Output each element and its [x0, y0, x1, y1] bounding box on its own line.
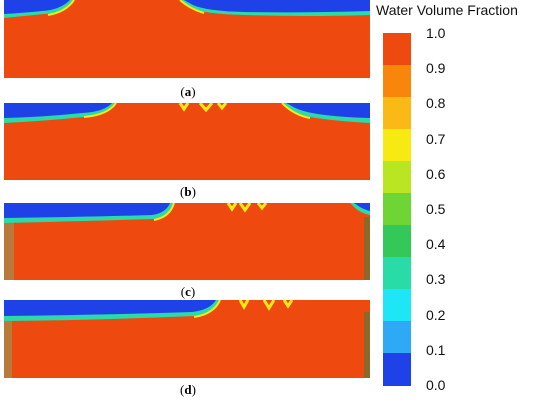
- colorbar-band: [383, 65, 411, 98]
- colorbar-band: [383, 33, 411, 66]
- colorbar-tick-label: 0.7: [426, 130, 446, 147]
- caption-a: (a): [180, 84, 196, 99]
- colorbar-tick-label: 0.1: [426, 341, 446, 358]
- colorbar-tick-label: 0.3: [426, 271, 446, 288]
- colorbar-band: [383, 97, 411, 130]
- panel-d-contour: [4, 300, 370, 378]
- colorbar-tick-label: 0.5: [426, 201, 446, 217]
- colorbar-band: [383, 225, 411, 258]
- colorbar-tick-label: 1.0: [426, 25, 446, 41]
- panel-a-contour: [4, 0, 370, 78]
- panel-c: [4, 203, 370, 280]
- colorbar-band: [383, 129, 411, 162]
- colorbar-tick-label: 0.6: [426, 165, 446, 182]
- colorbar-band: [383, 257, 411, 290]
- panel-b: [4, 103, 370, 180]
- colorbar-band: [383, 193, 411, 226]
- colorbar-tick-label: 0.9: [426, 60, 446, 77]
- colorbar-tick-label: 0.0: [426, 377, 446, 393]
- panel-d: [4, 300, 370, 378]
- colorbar: [383, 33, 411, 386]
- colorbar-tick-label: 0.4: [426, 236, 446, 253]
- caption-d: (d): [180, 382, 196, 397]
- panel-a: [4, 0, 370, 78]
- colorbar-band: [383, 353, 411, 386]
- colorbar-band: [383, 321, 411, 354]
- panel-c-contour: [4, 203, 370, 280]
- colorbar-tick-label: 0.2: [426, 306, 446, 323]
- colorbar-band: [383, 161, 411, 194]
- caption-c: (c): [180, 284, 196, 299]
- colorbar-title: Water Volume Fraction: [376, 2, 518, 18]
- caption-b: (b): [180, 184, 196, 199]
- panel-b-contour: [4, 103, 370, 180]
- colorbar-tick-label: 0.8: [426, 95, 446, 112]
- colorbar-band: [383, 289, 411, 322]
